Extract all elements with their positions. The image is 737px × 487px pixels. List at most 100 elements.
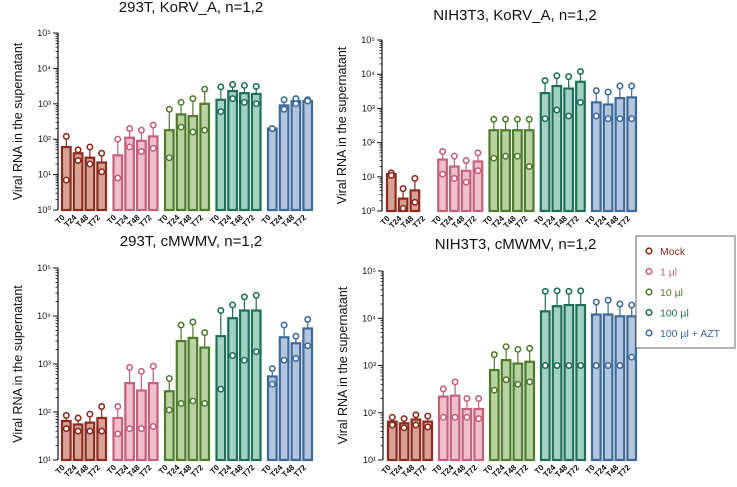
- data-point: [201, 400, 209, 408]
- data-point: [98, 168, 106, 176]
- data-point: [304, 342, 312, 350]
- data-point: [450, 174, 458, 182]
- data-point: [74, 157, 82, 165]
- data-point: [525, 163, 533, 171]
- x-tick-label: T72: [137, 463, 154, 480]
- bar: [422, 420, 434, 462]
- legend-marker: [645, 267, 653, 276]
- legend-label: 1 µl: [660, 266, 677, 278]
- y-tick-label: 10¹: [38, 170, 51, 180]
- data-point: [304, 97, 312, 105]
- data-point: [541, 77, 549, 85]
- bar: [590, 313, 602, 462]
- data-point: [201, 85, 209, 93]
- data-point: [86, 410, 94, 418]
- data-point: [137, 126, 145, 134]
- data-point: [514, 380, 522, 388]
- bar: [278, 104, 290, 212]
- data-point: [62, 176, 70, 184]
- data-point: [137, 425, 145, 433]
- data-point: [475, 415, 483, 423]
- data-point: [149, 362, 157, 370]
- data-point: [576, 98, 584, 106]
- bar: [473, 407, 485, 462]
- chart-title: 293T, KoRV_A, n=1,2: [119, 0, 263, 16]
- data-point: [399, 185, 407, 193]
- y-tick-label: 10³: [363, 361, 376, 371]
- data-point: [126, 125, 134, 133]
- y-tick-label: 10⁵: [362, 266, 376, 276]
- data-point: [553, 72, 561, 80]
- bar: [175, 113, 187, 212]
- data-point: [165, 105, 173, 113]
- bar: [398, 422, 410, 462]
- x-tick-label: T72: [292, 213, 309, 230]
- x-tick-label: T72: [240, 213, 257, 230]
- y-tick-label: 10¹: [362, 172, 375, 182]
- data-point: [280, 105, 288, 113]
- legend-label: Mock: [660, 246, 686, 258]
- data-point: [229, 352, 237, 360]
- bar: [250, 92, 262, 212]
- data-point: [565, 112, 573, 120]
- data-point: [592, 112, 600, 120]
- data-point: [252, 100, 260, 108]
- data-point: [165, 154, 173, 162]
- data-point: [240, 356, 248, 364]
- data-point: [240, 98, 248, 106]
- data-point: [565, 287, 573, 295]
- data-point: [553, 287, 561, 295]
- data-point: [592, 87, 600, 95]
- data-point: [502, 152, 510, 160]
- data-point: [400, 415, 408, 423]
- data-point: [514, 345, 522, 353]
- data-point: [177, 98, 185, 106]
- data-point: [513, 152, 521, 160]
- y-tick-label: 10²: [362, 138, 375, 148]
- bar: [266, 375, 278, 462]
- bar: [266, 127, 278, 212]
- bar: [124, 382, 136, 462]
- bar: [575, 80, 586, 213]
- data-point: [114, 430, 122, 438]
- data-point: [62, 411, 70, 419]
- y-tick-label: 10⁰: [361, 206, 375, 216]
- data-point: [439, 170, 447, 178]
- data-point: [412, 411, 420, 419]
- data-point: [268, 380, 276, 388]
- bar: [551, 84, 563, 213]
- data-point: [98, 427, 106, 435]
- x-tick-label: T72: [86, 213, 103, 230]
- data-point: [137, 147, 145, 155]
- y-axis-label: Viral RNA in the supernatant: [336, 286, 350, 444]
- data-point: [114, 135, 122, 143]
- data-point: [388, 421, 396, 429]
- data-point: [229, 95, 237, 103]
- chart-title: 293T, cMWMV, n=1,2: [120, 233, 262, 250]
- bar: [112, 416, 124, 462]
- legend-marker: [645, 308, 653, 317]
- data-point: [280, 356, 288, 364]
- y-tick-label: 10⁰: [37, 205, 51, 215]
- data-point: [490, 115, 498, 123]
- legend: Mock 1 µl 10 µl 100 µl 100 µl + AZT: [635, 235, 736, 349]
- data-point: [604, 361, 612, 369]
- data-point: [411, 198, 419, 206]
- data-point: [268, 125, 276, 133]
- data-point: [474, 167, 482, 175]
- data-point: [439, 413, 447, 421]
- bar: [460, 169, 472, 213]
- bar: [96, 161, 108, 212]
- data-point: [450, 152, 458, 160]
- bar: [239, 92, 250, 212]
- data-point: [280, 96, 288, 104]
- data-point: [149, 121, 157, 129]
- bar: [302, 99, 314, 212]
- bar: [72, 423, 84, 462]
- data-point: [616, 361, 624, 369]
- y-tick-label: 10⁴: [361, 69, 375, 79]
- bar: [227, 89, 239, 212]
- data-point: [149, 422, 157, 430]
- bar: [614, 315, 626, 462]
- bar: [60, 419, 72, 462]
